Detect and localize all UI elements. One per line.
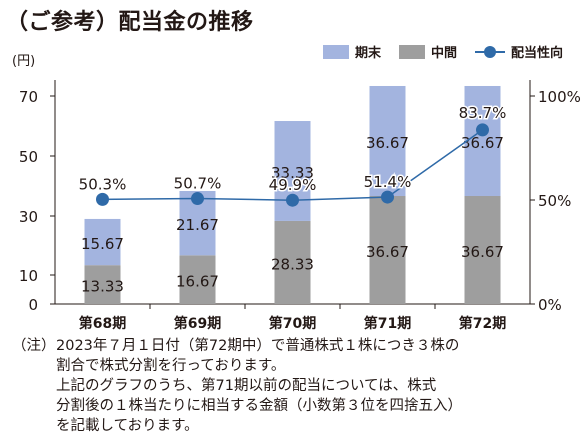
x-tick-label: 第70期 xyxy=(269,315,316,332)
y-tick-label: 10 xyxy=(19,267,38,285)
y-tick-label: 50 xyxy=(19,148,38,166)
footnote: （注） 2023年７月１日付（第72期中）で普通株式１株につき３株の 割合で株式… xyxy=(12,336,580,436)
legend-label-kimatsu: 期末 xyxy=(354,46,381,61)
data-label-kimatsu: 36.67 xyxy=(461,134,504,152)
data-label-kimatsu: 21.67 xyxy=(176,216,219,234)
payout-ratio-point xyxy=(476,123,489,137)
x-tick-label: 第72期 xyxy=(459,315,506,332)
legend-item-payout: 配当性向 xyxy=(474,42,563,61)
y2-tick-label: 100% xyxy=(538,88,581,106)
data-label-chukan: 36.67 xyxy=(461,243,504,261)
legend-label-chukan: 中間 xyxy=(430,46,457,61)
bar-chukan xyxy=(464,195,501,304)
data-label-chukan: 13.33 xyxy=(81,278,124,296)
chart-legend: 期末 中間 配当性向 xyxy=(305,42,563,61)
payout-ratio-point xyxy=(381,190,394,204)
bar-kimatsu xyxy=(369,85,406,196)
footnote-line: 上記のグラフのうち、第71期以前の配当については、株式 xyxy=(56,378,437,394)
legend-item-chukan: 中間 xyxy=(398,42,457,61)
legend-line-marker-icon xyxy=(474,45,505,59)
payout-ratio-label: 50.7% xyxy=(174,175,222,193)
footnote-line: を記載しております。 xyxy=(56,418,199,434)
y2-tick-label: 0% xyxy=(538,296,562,314)
x-tick-label: 第69期 xyxy=(174,315,221,332)
x-tick-label: 第71期 xyxy=(364,315,411,332)
dividend-chart: 0 10 30 50 70 0% 50% 100% 13.33 15.67 第68期 16.67 21.… xyxy=(19,80,581,332)
bar-chukan xyxy=(179,255,216,304)
data-label-kimatsu: 33.33 xyxy=(271,164,314,182)
legend-label-payout: 配当性向 xyxy=(510,46,563,61)
data-label-chukan: 36.67 xyxy=(366,243,409,261)
page-title: （ご参考）配当金の推移 xyxy=(6,10,254,35)
bar-kimatsu xyxy=(84,218,121,266)
x-tick-label: 第68期 xyxy=(79,315,126,332)
data-label-kimatsu: 15.67 xyxy=(81,235,124,253)
y-tick-label: 30 xyxy=(19,208,38,226)
payout-ratio-point xyxy=(191,192,204,206)
bar-chukan xyxy=(369,195,406,304)
data-label-kimatsu: 36.67 xyxy=(366,134,409,152)
footnote-line: 2023年７月１日付（第72期中）で普通株式１株につき３株の xyxy=(56,338,460,354)
bar-kimatsu xyxy=(464,85,501,196)
payout-ratio-label: 51.4% xyxy=(364,173,412,191)
payout-ratio-point xyxy=(96,192,109,206)
bar-chukan xyxy=(84,265,121,304)
y-tick-label: 70 xyxy=(19,88,38,106)
legend-swatch-chukan xyxy=(398,44,425,59)
bar-chukan xyxy=(274,220,311,304)
payout-ratio-label: 83.7% xyxy=(459,104,507,122)
footnote-line: 分割後の１株当たりに相当する金額（小数第３位を四捨五入） xyxy=(56,398,462,414)
y2-tick-label: 50% xyxy=(538,192,571,210)
footnote-line: 割合で株式分割を行っております。 xyxy=(56,358,286,374)
payout-ratio-label: 50.3% xyxy=(79,175,127,193)
legend-swatch-kimatsu xyxy=(322,44,349,59)
data-label-chukan: 28.33 xyxy=(271,255,314,273)
payout-ratio-label: 49.9% xyxy=(269,176,317,194)
footnote-label: （注） xyxy=(12,338,56,354)
y-tick-label: 0 xyxy=(28,296,38,314)
payout-ratio-point xyxy=(286,193,299,207)
legend-item-kimatsu: 期末 xyxy=(322,42,381,61)
data-label-chukan: 16.67 xyxy=(176,273,219,291)
y-axis-unit-label: (円) xyxy=(12,54,36,69)
